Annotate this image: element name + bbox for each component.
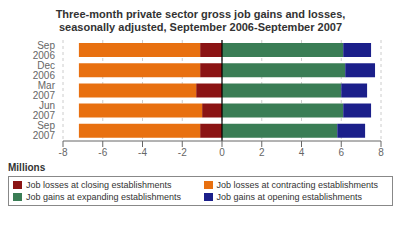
- html-text:Three-month private sector gro: Three-month private sector gross job gai…: [55, 8, 346, 33]
- svg-text:Mar2007: Mar2007: [33, 80, 56, 101]
- svg-text:-8: -8: [59, 147, 68, 158]
- html-text:Job losses at contracting esta: Job losses at contracting establishments: [216, 180, 379, 190]
- svg-text:8: 8: [378, 147, 384, 158]
- svg-text:-2: -2: [178, 147, 187, 158]
- svg-text:4: 4: [299, 147, 305, 158]
- svg-text:-4: -4: [138, 147, 147, 158]
- svg-text:6: 6: [338, 147, 344, 158]
- html-text:Millions: Millions: [8, 162, 46, 173]
- svg-text:Sep2007: Sep2007: [33, 120, 56, 141]
- svg-text:Jun2007: Jun2007: [33, 100, 56, 121]
- html-text:Job losses at closing establis: Job losses at closing establishments: [26, 180, 172, 190]
- html-text:Job gains at opening establish: Job gains at opening establishments: [216, 192, 363, 202]
- svg-text:-6: -6: [98, 147, 107, 158]
- svg-text:Dec2006: Dec2006: [33, 60, 56, 81]
- html-text:Job gains at expanding establi: Job gains at expanding establishments: [26, 192, 182, 202]
- svg-text:Sep2006: Sep2006: [33, 40, 56, 61]
- svg-text:0: 0: [219, 147, 225, 158]
- svg-text:2: 2: [259, 147, 265, 158]
